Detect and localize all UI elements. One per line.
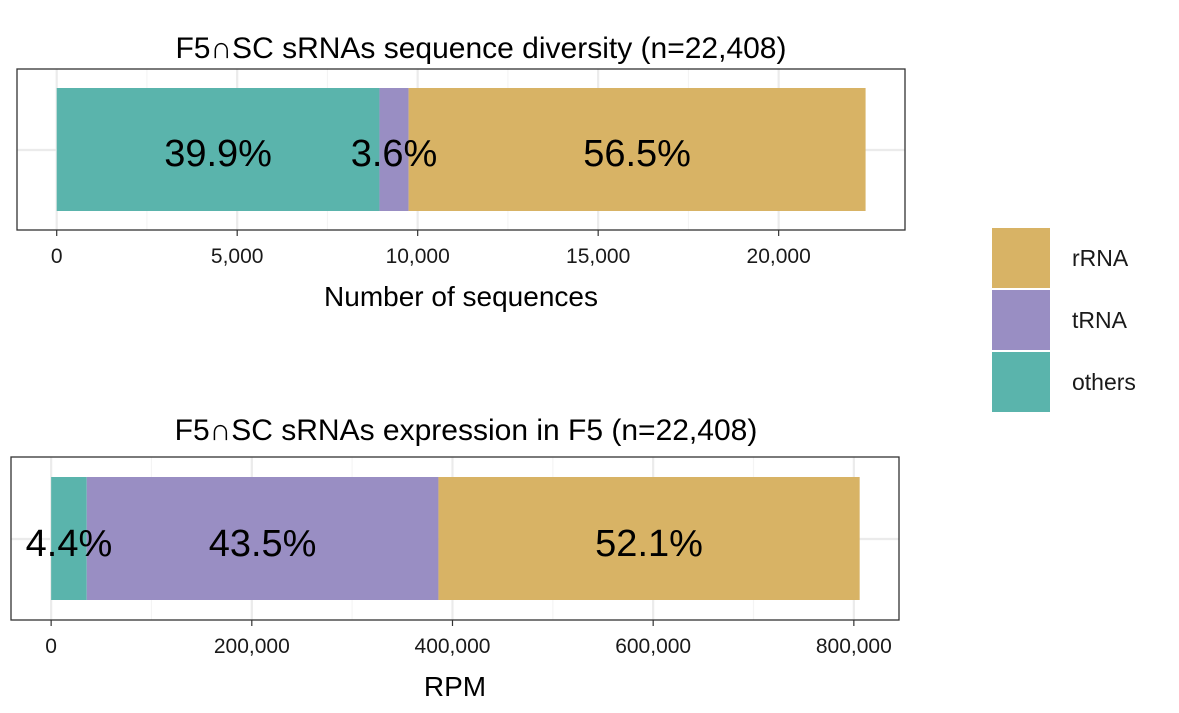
diversity-panel-border — [16, 68, 906, 231]
diversity-bars — [56, 88, 866, 211]
diversity-x-axis-label: Number of sequences — [324, 281, 598, 312]
expression-title: F5∩SC sRNAs expression in F5 (n=22,408) — [175, 414, 758, 447]
x-tick-label: 0 — [45, 635, 57, 658]
legend-label-rRNA: rRNA — [1072, 245, 1129, 271]
percent-label-tRNA: 3.6% — [351, 133, 438, 175]
expression-panel-border — [10, 456, 900, 621]
diversity-percent-labels: 39.9% 3.6% 56.5% — [164, 133, 691, 175]
diversity-panel: F5∩SC sRNAs sequence diversity (n=22,408… — [16, 32, 906, 312]
expression-x-axis: 0 200,000 400,000 600,000 800,000 — [45, 620, 892, 658]
legend: rRNA tRNA others — [992, 228, 1136, 412]
diversity-title: F5∩SC sRNAs sequence diversity (n=22,408… — [175, 32, 786, 65]
bar-segment-tRNA — [379, 88, 409, 211]
x-tick-label: 600,000 — [615, 635, 691, 658]
bar-segment-others — [56, 88, 380, 211]
percent-label-rRNA: 56.5% — [583, 133, 691, 175]
bar-segment-rRNA — [438, 477, 860, 600]
legend-label-tRNA: tRNA — [1072, 307, 1128, 333]
expression-x-axis-label: RPM — [424, 671, 486, 702]
expression-percent-labels: 4.4% 43.5% 52.1% — [26, 523, 703, 565]
x-tick-label: 5,000 — [211, 245, 264, 268]
legend-key-tRNA — [992, 290, 1050, 350]
diversity-x-axis: 0 5,000 10,000 15,000 20,000 — [51, 230, 811, 268]
legend-key-rRNA — [992, 228, 1050, 288]
expression-panel: F5∩SC sRNAs expression in F5 (n=22,408) … — [10, 414, 900, 702]
percent-label-others: 39.9% — [164, 133, 272, 175]
bar-segment-others — [51, 477, 87, 600]
legend-key-others — [992, 352, 1050, 412]
percent-label-tRNA: 43.5% — [209, 523, 317, 565]
expression-bars — [51, 477, 860, 600]
x-tick-label: 400,000 — [415, 635, 491, 658]
bar-segment-tRNA — [86, 477, 439, 600]
legend-label-others: others — [1072, 369, 1136, 395]
x-tick-label: 0 — [51, 245, 63, 268]
x-tick-label: 15,000 — [566, 245, 630, 268]
bar-segment-rRNA — [408, 88, 866, 211]
x-tick-label: 20,000 — [747, 245, 811, 268]
x-tick-label: 10,000 — [386, 245, 450, 268]
x-tick-label: 800,000 — [816, 635, 892, 658]
x-tick-label: 200,000 — [214, 635, 290, 658]
percent-label-rRNA: 52.1% — [595, 523, 703, 565]
percent-label-others: 4.4% — [26, 523, 113, 565]
